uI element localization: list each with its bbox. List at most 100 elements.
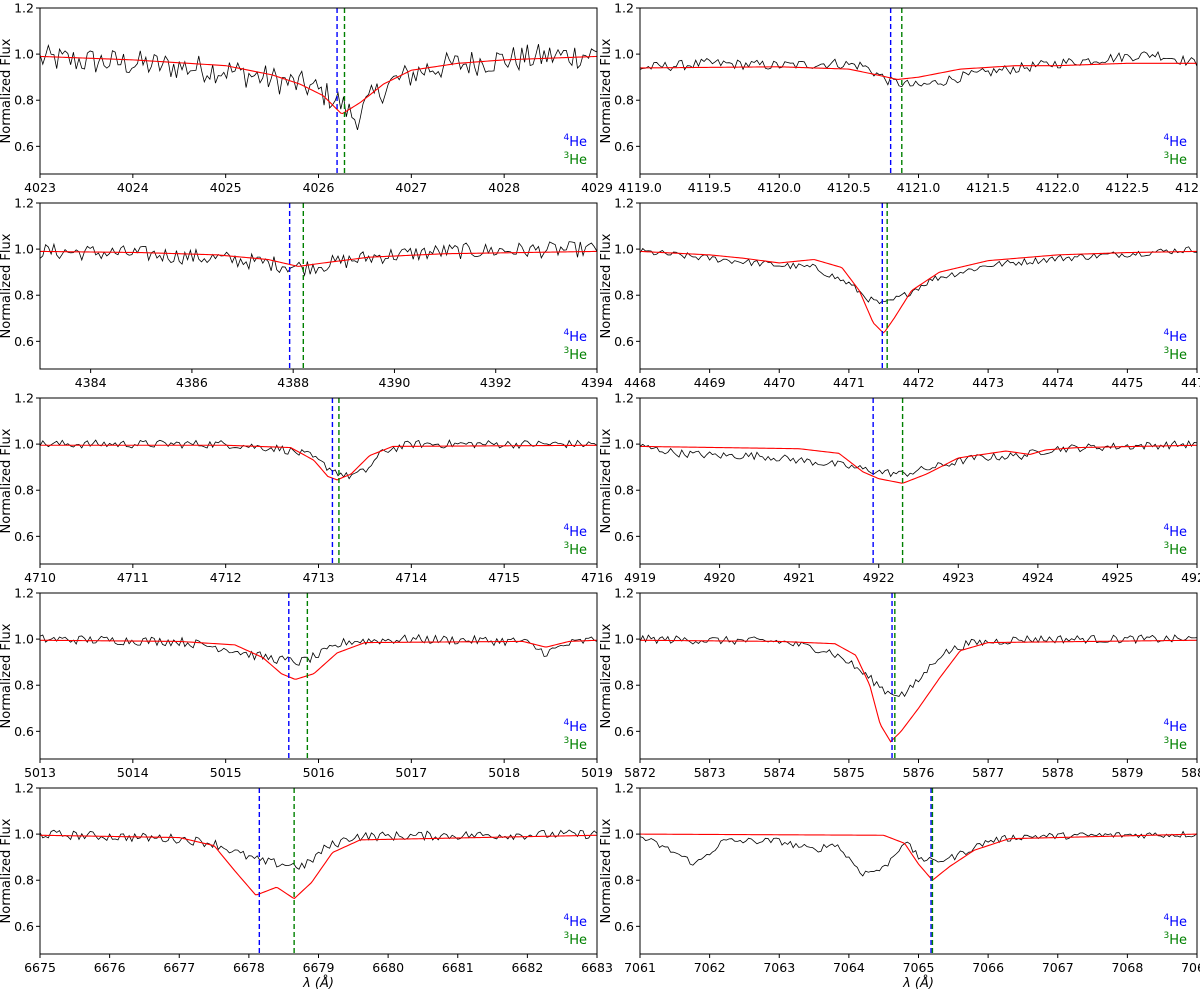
x-tick-label: 4926 [1181,570,1200,585]
x-tick-label: 4471 [833,375,865,390]
legend-he4: 4He [563,913,587,930]
x-tick-label: 6679 [303,960,335,975]
y-tick-label: 1.2 [14,586,34,601]
model-spectrum-line [640,444,1197,484]
x-tick-label: 4026 [303,180,335,195]
x-tick-label: 4923 [942,570,974,585]
observed-spectrum-line [640,830,1197,877]
y-axis-label: Normalized Flux [0,428,14,533]
legend-he4: 4He [563,328,587,345]
x-tick-label: 7064 [833,960,865,975]
x-tick-label: 6680 [372,960,404,975]
spectrum-panel-5: 4710 4711 4712 4713 4714 4715 4716 0.6 0.8 1.0 1.2… [0,391,613,586]
y-tick-label: 0.8 [614,288,634,303]
x-tick-label: 4468 [624,375,656,390]
y-tick-label: 1.2 [14,391,34,406]
x-tick-label: 7068 [1111,960,1143,975]
x-tick-label: 4027 [395,180,427,195]
model-spectrum-line [640,62,1197,80]
x-tick-label: 4121.5 [966,180,1010,195]
x-tick-label: 5016 [303,765,335,780]
x-tick-label: 4028 [488,180,520,195]
plot-area [640,8,1197,174]
x-tick-label: 4711 [117,570,149,585]
x-tick-label: 5877 [972,765,1004,780]
x-tick-label: 4710 [24,570,56,585]
legend-he4: 4He [1163,913,1187,930]
x-tick-label: 5880 [1181,765,1200,780]
x-tick-label: 7069 [1181,960,1200,975]
legend-he3: 3He [563,541,587,558]
x-tick-label: 4470 [763,375,795,390]
legend-he3: 3He [1163,931,1187,948]
x-tick-label: 5013 [24,765,56,780]
y-tick-label: 1.0 [14,242,34,257]
y-tick-label: 1.2 [14,1,34,16]
spectrum-panel-6: 4919 4920 4921 4922 4923 4924 4925 4926 0.6 0.8 1.… [599,391,1200,586]
observed-spectrum-line [640,634,1197,698]
y-tick-label: 1.0 [14,632,34,647]
x-tick-label: 5872 [624,765,656,780]
legend-he3: 3He [563,736,587,753]
x-tick-label: 4473 [972,375,1004,390]
x-tick-label: 6675 [24,960,56,975]
x-tick-label: 6676 [94,960,126,975]
axes-frame [39,202,598,370]
x-tick-label: 4384 [75,375,107,390]
x-tick-label: 4119.5 [688,180,732,195]
x-tick-label: 4390 [379,375,411,390]
x-tick-label: 7065 [903,960,935,975]
x-tick-label: 4394 [581,375,613,390]
x-tick-label: 4712 [210,570,242,585]
x-tick-label: 4121.0 [897,180,941,195]
observed-spectrum-line [640,440,1197,478]
legend-he3: 3He [563,346,587,363]
x-tick-label: 7063 [763,960,795,975]
y-tick-label: 0.8 [614,483,634,498]
y-tick-label: 1.0 [614,632,634,647]
y-tick-label: 1.0 [14,47,34,62]
x-axis-label: λ (Å) [302,975,334,991]
y-tick-label: 0.8 [14,873,34,888]
y-tick-label: 1.0 [14,437,34,452]
y-tick-label: 1.2 [614,781,634,796]
spectrum-panel-1: 4023 4024 4025 4026 4027 4028 4029 0.6 0.8 1.0 1.2… [0,1,613,196]
y-tick-label: 0.6 [14,529,34,544]
x-tick-label: 5015 [210,765,242,780]
x-tick-label: 7062 [694,960,726,975]
y-tick-label: 0.8 [14,678,34,693]
legend-he4: 4He [563,718,587,735]
model-spectrum-line [640,250,1197,334]
x-tick-label: 4029 [581,180,613,195]
spectrum-panel-3: 4384 4386 4388 4390 4392 4394 0.6 0.8 1.0 1.2 Norm… [0,196,613,391]
spectrum-panel-4: 4468 4469 4470 4471 4472 4473 4474 4475 4476 0.6 0… [599,196,1200,391]
legend-he4: 4He [563,523,587,540]
plot-area [40,398,597,564]
y-tick-label: 1.0 [614,437,634,452]
x-tick-label: 5019 [581,765,613,780]
x-tick-label: 4025 [210,180,242,195]
y-tick-label: 1.2 [614,196,634,211]
y-tick-label: 0.6 [14,724,34,739]
x-tick-label: 4925 [1102,570,1134,585]
x-tick-label: 7061 [624,960,656,975]
x-tick-label: 7066 [972,960,1004,975]
x-tick-label: 4122.0 [1036,180,1080,195]
y-tick-label: 1.2 [614,391,634,406]
x-tick-label: 5875 [833,765,865,780]
y-axis-label: Normalized Flux [599,38,614,143]
x-tick-label: 4123.0 [1175,180,1200,195]
x-tick-label: 5018 [488,765,520,780]
y-tick-label: 1.0 [14,827,34,842]
x-tick-label: 5874 [763,765,795,780]
x-tick-label: 6683 [581,960,613,975]
legend-he3: 3He [1163,346,1187,363]
y-axis-label: Normalized Flux [599,818,614,923]
y-tick-label: 0.6 [614,334,634,349]
spectrum-panel-7: 5013 5014 5015 5016 5017 5018 5019 0.6 0.8 1.0 1.2… [0,586,613,781]
x-tick-label: 5878 [1042,765,1074,780]
x-tick-label: 4476 [1181,375,1200,390]
spectrum-panel-10: 7061 7062 7063 7064 7065 7066 7067 7068 7069 0.6 0… [599,781,1200,992]
y-tick-label: 0.8 [14,483,34,498]
x-tick-label: 4716 [581,570,613,585]
